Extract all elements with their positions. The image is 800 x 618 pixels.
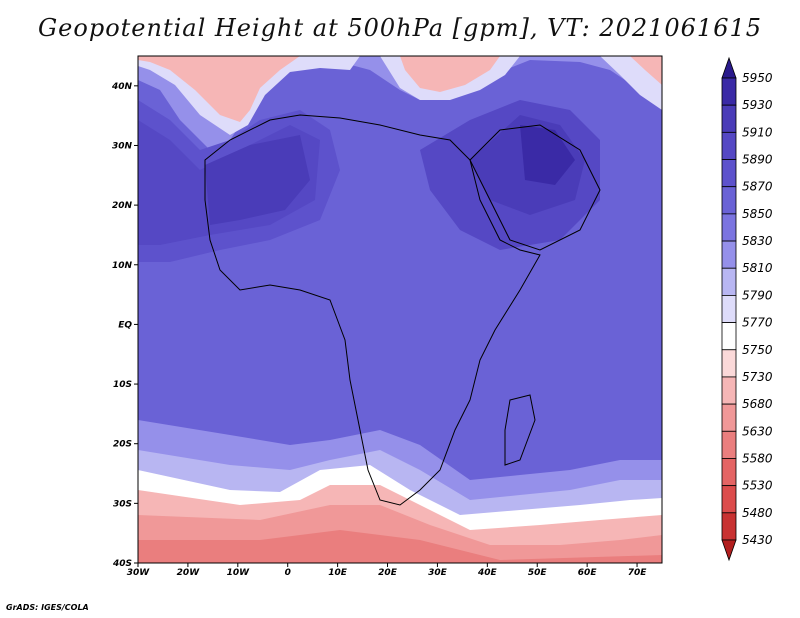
y-tick-label: 40N: [111, 82, 133, 92]
x-tick-label: 30W: [127, 568, 151, 578]
grads-credit: GrADS: IGES/COLA: [6, 603, 89, 612]
colorbar-swatch: [721, 186, 737, 215]
colorbar-label: 5530: [742, 479, 773, 493]
colorbar-label: 5870: [742, 180, 773, 194]
y-tick-label: 10N: [112, 261, 133, 271]
map-title: Geopotential Height at 500hPa [gpm], VT:…: [38, 14, 762, 42]
y-tick-label: 40S: [112, 559, 132, 569]
y-tick-label: 20S: [113, 440, 132, 450]
colorbar-swatch: [721, 485, 737, 514]
x-tick-label: 10W: [227, 568, 251, 578]
y-axis: 40N 30N 20N 10N EQ 10S 20S 30S 40S: [111, 82, 138, 569]
y-tick-label: 20N: [112, 201, 133, 211]
colorbar-label: 5830: [742, 234, 773, 248]
colorbar-swatch: [721, 104, 737, 133]
colorbar-swatch: [721, 159, 737, 188]
x-tick-label: 20E: [378, 568, 398, 578]
colorbar-label: 5480: [742, 506, 773, 520]
colorbar-label: 5680: [742, 397, 773, 411]
colorbar-swatch: [721, 458, 737, 487]
x-tick-label: 20W: [177, 568, 201, 578]
x-axis: 30W 20W 10W 0 10E 20E 30E 40E 50E 60E 70E: [127, 563, 647, 578]
y-tick-label: EQ: [118, 320, 132, 330]
x-tick-label: 50E: [528, 568, 548, 578]
x-tick-label: 30E: [428, 568, 448, 578]
y-tick-label: 30N: [112, 141, 133, 151]
colorbar-bottom-arrow: [721, 539, 737, 562]
map-frame: [137, 55, 663, 564]
colorbar-swatch: [721, 322, 737, 351]
x-tick-label: 40E: [477, 568, 498, 578]
colorbar-swatch: [721, 267, 737, 296]
colorbar-label: 5950: [742, 71, 773, 85]
colorbar-label: 5770: [742, 316, 773, 330]
colorbar-swatch: [721, 403, 737, 432]
colorbar-swatch: [721, 376, 737, 405]
height-field: [138, 56, 662, 563]
colorbar-label: 5890: [742, 153, 773, 167]
y-tick-label: 10S: [113, 380, 132, 390]
colorbar-label: 5630: [742, 424, 773, 438]
colorbar-label: 5930: [742, 98, 773, 112]
colorbar-label: 5790: [742, 288, 773, 302]
x-tick-label: 0: [285, 568, 291, 578]
x-tick-label: 60E: [578, 568, 598, 578]
colorbar-label: 5730: [742, 370, 773, 384]
colorbar-label: 5430: [742, 533, 773, 547]
colorbar-swatch: [721, 512, 737, 541]
colorbar-swatch: [721, 430, 737, 459]
y-tick-label: 30S: [113, 499, 132, 509]
x-tick-label: 10E: [328, 568, 348, 578]
colorbar-label: 5850: [742, 207, 773, 221]
colorbar-label: 5910: [742, 125, 773, 139]
colorbar-swatch: [721, 295, 737, 323]
colorbar-swatch: [721, 77, 737, 106]
colorbar-swatch: [721, 131, 737, 160]
colorbar-swatch: [721, 213, 737, 242]
colorbar-swatch: [721, 349, 737, 378]
colorbar-top-arrow: [721, 56, 737, 79]
colorbar-label: 5810: [742, 261, 773, 275]
colorbar-label: 5580: [742, 451, 773, 465]
colorbar-label: 5750: [742, 343, 773, 357]
x-tick-label: 70E: [628, 568, 648, 578]
colorbar-swatch: [721, 240, 737, 269]
